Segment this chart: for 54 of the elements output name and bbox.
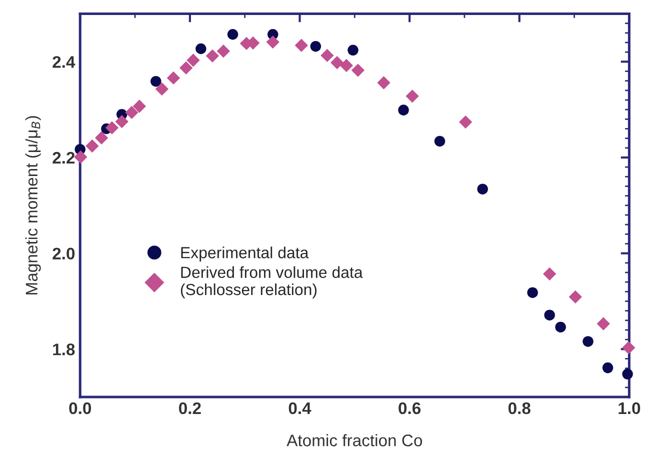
y-tick-label: 1.8: [53, 344, 75, 356]
point: [105, 121, 119, 134]
point: [330, 56, 344, 70]
x-tick-label: 0.0: [69, 402, 92, 414]
y-tick-label: 2.0: [52, 248, 75, 260]
y-axis-title: Magnetic moment (μ/μ$_{B}$): [25, 116, 41, 294]
point: [320, 48, 334, 62]
x-tick-label: 0.4: [288, 402, 312, 414]
point: [266, 35, 280, 49]
point: [150, 76, 162, 87]
point: [310, 40, 322, 52]
point: [351, 64, 365, 77]
legend-label: Experimental data: [181, 246, 309, 262]
point: [294, 38, 308, 52]
point: [179, 61, 193, 74]
legend-label: Derived from volume data (Schlosser relation): [180, 266, 363, 298]
point: [582, 336, 594, 347]
point: [155, 82, 169, 96]
point: [555, 322, 566, 332]
point: [94, 131, 108, 144]
y-tick-label: 2.4: [52, 56, 76, 68]
point: [166, 71, 180, 85]
y-tick-label: 2.2: [52, 152, 75, 164]
point: [568, 290, 582, 304]
point: [340, 58, 354, 72]
point: [434, 136, 446, 147]
x-tick-label: 0.8: [508, 402, 530, 414]
point: [544, 310, 555, 320]
point: [602, 362, 614, 374]
point: [74, 150, 88, 164]
point: [477, 184, 488, 194]
point: [216, 44, 230, 58]
point: [227, 28, 238, 40]
point: [622, 368, 633, 380]
point: [377, 76, 390, 90]
point: [406, 90, 419, 103]
point: [542, 267, 556, 280]
point: [206, 49, 220, 63]
point: [348, 44, 358, 56]
x-tick-label: 0.2: [179, 402, 201, 414]
point: [125, 106, 138, 120]
point: [196, 43, 206, 54]
x-tick-label: 0.6: [398, 402, 421, 414]
x-tick-label: 1.0: [618, 402, 640, 414]
point: [398, 104, 409, 116]
point: [132, 100, 146, 113]
point: [622, 341, 636, 354]
x-axis-title: Atomic fraction Co: [286, 434, 422, 446]
point: [458, 115, 472, 129]
point: [115, 114, 128, 128]
point: [186, 54, 200, 67]
point: [86, 139, 99, 153]
point: [527, 287, 538, 298]
point: [596, 317, 610, 330]
